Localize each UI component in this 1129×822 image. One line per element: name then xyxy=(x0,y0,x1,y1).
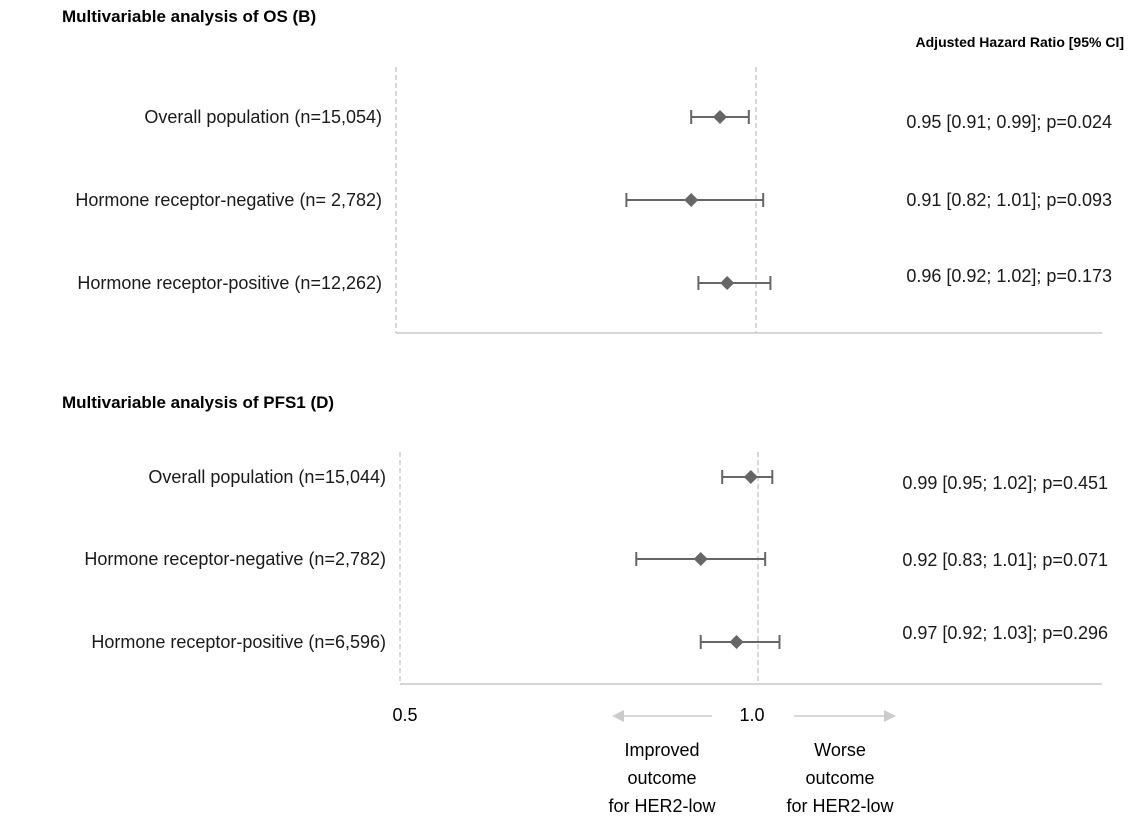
row-label-0-2: Hormone receptor-positive (n=12,262) xyxy=(77,273,382,293)
hr-text-1-0: 0.99 [0.95; 1.02]; p=0.451 xyxy=(902,473,1108,493)
hr-text-1-1: 0.92 [0.83; 1.01]; p=0.071 xyxy=(902,550,1108,570)
row-label-1-0: Overall population (n=15,044) xyxy=(148,467,386,487)
row-label-0-1: Hormone receptor-negative (n= 2,782) xyxy=(75,190,382,210)
forest-rows: Overall population (n=15,054) 0.95 [0.91;… xyxy=(75,107,1112,652)
hr-text-0-0: 0.95 [0.91; 0.99]; p=0.024 xyxy=(906,112,1112,132)
improved-outcome-note: Improved outcome for HER2-low xyxy=(608,740,716,816)
improved-line-1: Improved xyxy=(624,740,699,760)
hr-marker-0-1 xyxy=(684,193,699,207)
row-label-0-0: Overall population (n=15,054) xyxy=(144,107,382,127)
row-label-1-2: Hormone receptor-positive (n=6,596) xyxy=(91,632,386,652)
panel-title-pfs1: Multivariable analysis of PFS1 (D) xyxy=(62,393,334,412)
hr-text-0-2: 0.96 [0.92; 1.02]; p=0.173 xyxy=(906,266,1112,286)
hr-text-1-2: 0.97 [0.92; 1.03]; p=0.296 xyxy=(902,623,1108,643)
worse-line-1: Worse xyxy=(814,740,866,760)
hr-marker-0-2 xyxy=(720,276,735,290)
improved-line-2: outcome xyxy=(627,768,696,788)
panel-title-os: Multivariable analysis of OS (B) xyxy=(62,7,316,26)
panel-frame-pfs1 xyxy=(399,452,1102,685)
tick-label-1-0: 1.0 xyxy=(739,705,764,725)
hr-marker-1-1 xyxy=(693,552,708,566)
hr-marker-1-2 xyxy=(729,635,744,649)
worse-outcome-note: Worse outcome for HER2-low xyxy=(786,740,894,816)
hr-column-header: Adjusted Hazard Ratio [95% CI] xyxy=(916,34,1124,50)
improved-line-3: for HER2-low xyxy=(608,796,716,816)
hr-marker-0-0 xyxy=(713,110,727,124)
worse-line-3: for HER2-low xyxy=(786,796,894,816)
hr-marker-1-0 xyxy=(743,470,758,484)
worse-line-2: outcome xyxy=(805,768,874,788)
hr-text-0-1: 0.91 [0.82; 1.01]; p=0.093 xyxy=(906,190,1112,210)
row-label-1-1: Hormone receptor-negative (n=2,782) xyxy=(84,549,386,569)
tick-label-0-5: 0.5 xyxy=(392,705,417,725)
